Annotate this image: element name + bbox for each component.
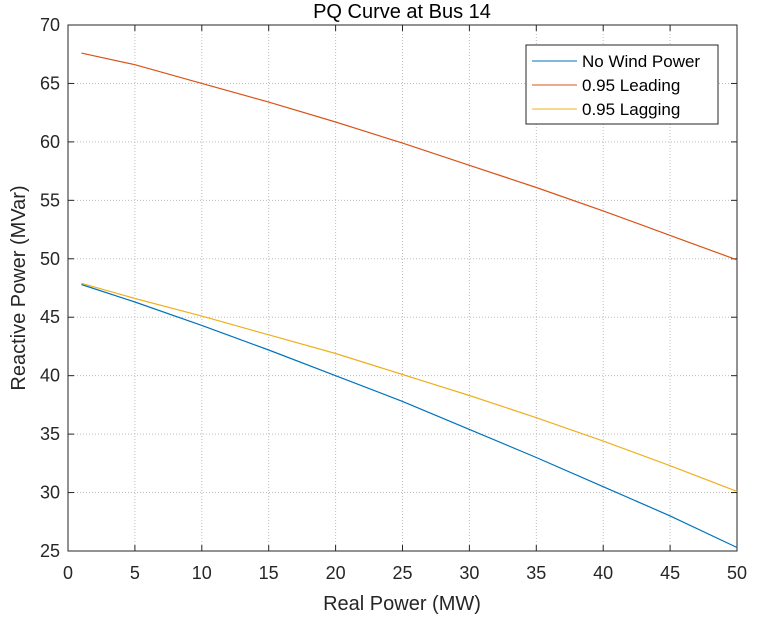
y-tick-label: 70 [40, 15, 60, 35]
legend-label-0-95-leading: 0.95 Leading [582, 76, 680, 95]
x-axis-label: Real Power (MW) [323, 593, 481, 615]
y-tick-label: 65 [40, 73, 60, 93]
axis-ticks: 0 5 10 15 20 25 30 35 40 45 50 25 30 35 40 45 50 55 60 65 70 [40, 15, 747, 583]
series-line-no-wind-power [81, 283, 738, 549]
series-line-0-95-lagging [81, 282, 738, 492]
x-tick-label: 10 [192, 563, 212, 583]
x-tick-label: 0 [63, 563, 73, 583]
x-tick-label: 25 [392, 563, 412, 583]
chart-title: PQ Curve at Bus 14 [313, 1, 491, 23]
y-tick-label: 55 [40, 190, 60, 210]
y-tick-label: 30 [40, 483, 60, 503]
x-tick-label: 40 [593, 563, 613, 583]
y-axis-label: Reactive Power (MVar) [8, 185, 30, 390]
y-tick-label: 60 [40, 132, 60, 152]
x-tick-label: 15 [259, 563, 279, 583]
x-tick-label: 50 [727, 563, 747, 583]
y-tick-label: 45 [40, 307, 60, 327]
series-lines [81, 52, 738, 549]
x-tick-label: 20 [326, 563, 346, 583]
y-tick-label: 50 [40, 249, 60, 269]
y-tick-label: 35 [40, 424, 60, 444]
legend-label-0-95-lagging: 0.95 Lagging [582, 100, 680, 119]
legend-label-no-wind-power: No Wind Power [582, 52, 700, 71]
x-tick-label: 35 [526, 563, 546, 583]
legend: No Wind Power 0.95 Leading 0.95 Lagging [525, 44, 719, 125]
x-tick-label: 45 [660, 563, 680, 583]
x-tick-label: 5 [130, 563, 140, 583]
series-line-0-95-leading [81, 52, 738, 261]
y-tick-label: 40 [40, 366, 60, 386]
x-tick-label: 30 [459, 563, 479, 583]
y-tick-label: 25 [40, 541, 60, 561]
